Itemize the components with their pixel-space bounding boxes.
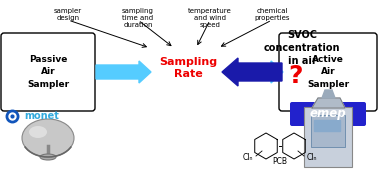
Text: temperature
and wind
speed: temperature and wind speed (188, 8, 232, 28)
Text: ?: ? (288, 64, 302, 88)
FancyBboxPatch shape (290, 102, 366, 126)
Ellipse shape (29, 126, 47, 138)
Text: monet: monet (24, 111, 59, 121)
Text: emep: emep (310, 108, 346, 121)
FancyArrow shape (233, 61, 283, 83)
Text: Clₙ: Clₙ (243, 153, 253, 162)
Text: Clₙ: Clₙ (307, 153, 317, 162)
Text: sampler
design: sampler design (54, 8, 82, 21)
FancyBboxPatch shape (311, 115, 345, 147)
FancyBboxPatch shape (304, 107, 352, 167)
FancyBboxPatch shape (1, 33, 95, 111)
FancyArrow shape (222, 58, 282, 86)
Text: chemical
properties: chemical properties (254, 8, 290, 21)
Polygon shape (322, 90, 335, 98)
Text: Active
Air
Sampler: Active Air Sampler (307, 55, 349, 89)
Text: PCB: PCB (273, 156, 288, 165)
FancyBboxPatch shape (279, 33, 377, 111)
Ellipse shape (22, 119, 74, 157)
Text: SVOC
concentration
in air: SVOC concentration in air (264, 30, 340, 66)
Text: sampling
time and
duration: sampling time and duration (122, 8, 154, 28)
Ellipse shape (40, 154, 56, 160)
Text: Passive
Air
Sampler: Passive Air Sampler (27, 55, 69, 89)
FancyArrow shape (96, 61, 151, 83)
Text: Sampling
Rate: Sampling Rate (159, 57, 217, 79)
Polygon shape (312, 98, 345, 108)
Polygon shape (314, 120, 340, 131)
